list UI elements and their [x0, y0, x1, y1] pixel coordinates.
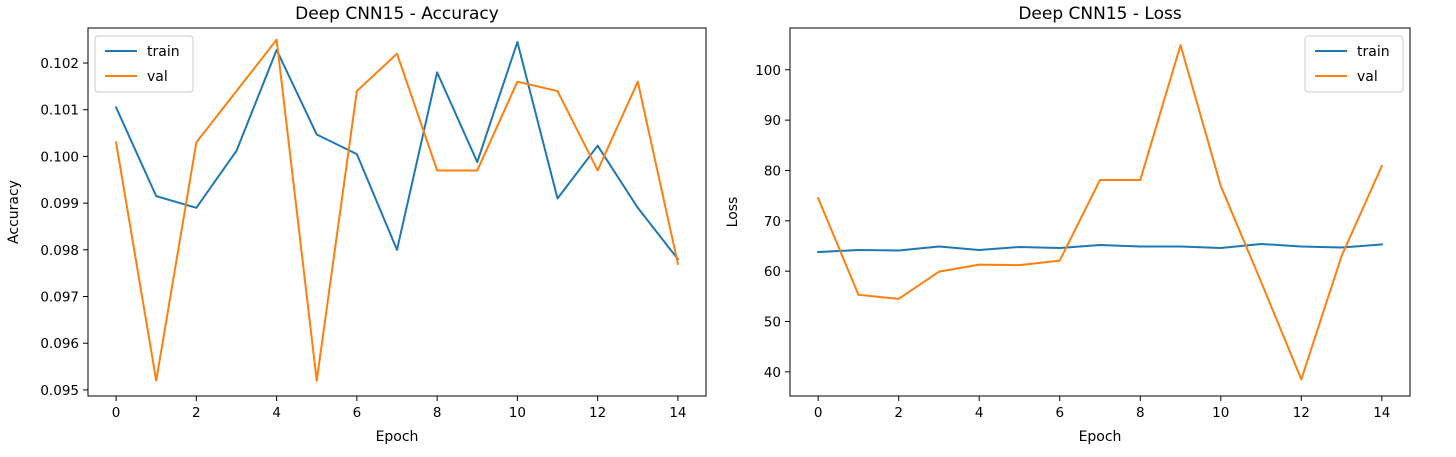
chart-title: Deep CNN15 - Accuracy	[295, 4, 499, 24]
x-tick-label: 0	[814, 405, 823, 421]
y-tick-label: 60	[764, 264, 781, 280]
x-axis-label: Epoch	[1079, 429, 1122, 445]
legend-label-train: train	[147, 44, 180, 60]
y-tick-label: 80	[764, 163, 781, 179]
chart-title: Deep CNN15 - Loss	[1018, 4, 1182, 24]
legend-label-val: val	[1357, 69, 1378, 85]
x-tick-label: 14	[669, 405, 686, 421]
legend-label-val: val	[147, 69, 168, 85]
y-tick-label: 50	[764, 314, 781, 330]
series-line-val	[818, 45, 1382, 379]
y-tick-label: 0.100	[40, 149, 79, 165]
series-line-train	[818, 244, 1382, 252]
y-axis-label: Accuracy	[6, 180, 22, 244]
chart-0: Deep CNN15 - Accuracy 0 2 4 6 8 10 12 14 0.095 0.0…	[6, 4, 706, 445]
series-line-train	[116, 42, 678, 259]
y-tick-label: 0.099	[40, 196, 79, 212]
y-tick-label: 0.102	[40, 56, 79, 72]
x-tick-label: 10	[1212, 405, 1229, 421]
x-tick-label: 4	[272, 405, 281, 421]
x-tick-label: 6	[353, 405, 362, 421]
x-tick-label: 14	[1373, 405, 1390, 421]
y-axis-label: Loss	[725, 197, 741, 228]
y-tick-label: 70	[764, 214, 781, 230]
y-tick-label: 100	[755, 63, 781, 79]
legend-label-train: train	[1357, 44, 1390, 60]
x-tick-label: 0	[112, 405, 121, 421]
x-axis-label: Epoch	[376, 429, 419, 445]
x-tick-label: 10	[509, 405, 526, 421]
x-tick-label: 4	[975, 405, 984, 421]
series-line-val	[116, 40, 678, 381]
y-tick-label: 40	[764, 365, 781, 381]
y-tick-label: 0.098	[40, 243, 79, 259]
y-tick-label: 0.095	[40, 383, 79, 399]
x-tick-label: 2	[192, 405, 201, 421]
x-tick-label: 8	[433, 405, 442, 421]
y-tick-label: 0.101	[40, 103, 79, 119]
chart-1: Deep CNN15 - Loss 0 2 4 6 8 10 12 14 40 50 60 70 80 90…	[725, 4, 1410, 445]
x-tick-label: 12	[589, 405, 606, 421]
y-tick-label: 0.096	[40, 336, 79, 352]
y-tick-label: 0.097	[40, 290, 79, 306]
x-tick-label: 6	[1055, 405, 1064, 421]
legend: train val	[1305, 36, 1403, 92]
x-tick-label: 8	[1136, 405, 1145, 421]
x-tick-label: 2	[894, 405, 903, 421]
x-tick-label: 12	[1293, 405, 1310, 421]
legend: train val	[95, 36, 193, 92]
y-tick-label: 90	[764, 113, 781, 129]
